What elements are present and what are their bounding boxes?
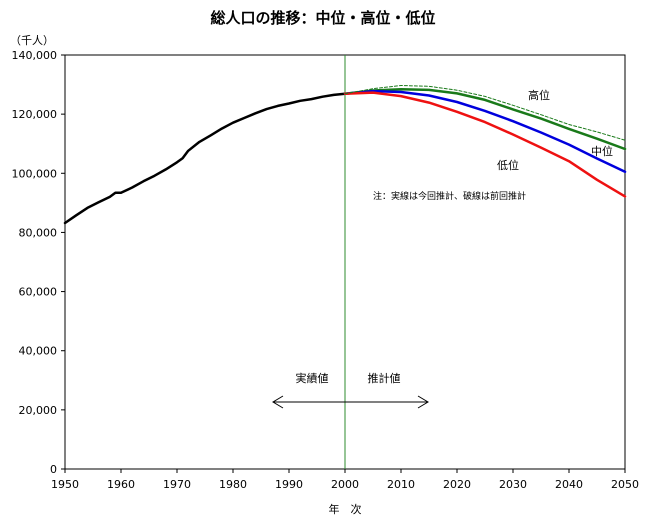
projected-label: 推計値 <box>368 371 401 385</box>
y-tick-label: 0 <box>50 463 57 476</box>
y-tick-label: 120,000 <box>12 108 58 121</box>
y-tick-label: 100,000 <box>12 167 58 180</box>
y-tick-label: 140,000 <box>12 49 58 62</box>
x-tick-label: 2000 <box>331 478 359 491</box>
chart-note: 注：実線は今回推計、破線は前回推計 <box>373 190 526 202</box>
series-group <box>63 85 627 225</box>
series-label-high: 高位 <box>528 88 550 102</box>
y-tick-label: 40,000 <box>19 345 58 358</box>
x-axis-label: 年 次 <box>329 502 362 516</box>
x-tick-label: 2040 <box>555 478 583 491</box>
y-axis: 0 20,000 40,000 60,000 80,000 100,000 120,000 1… <box>12 49 65 476</box>
series-label-medium: 中位 <box>591 144 613 158</box>
series-line-medium <box>343 89 627 174</box>
series-line-previous <box>344 85 626 141</box>
x-tick-label: 1980 <box>219 478 247 491</box>
plot-area <box>64 54 626 470</box>
x-tick-label: 2050 <box>611 478 639 491</box>
x-tick-label: 1960 <box>107 478 135 491</box>
x-tick-label: 1950 <box>51 478 79 491</box>
x-tick-label: 1990 <box>275 478 303 491</box>
x-tick-label: 1970 <box>163 478 191 491</box>
x-tick-label: 2020 <box>443 478 471 491</box>
y-tick-label: 60,000 <box>19 286 58 299</box>
actual-label: 実績値 <box>296 371 329 385</box>
y-tick-label: 80,000 <box>19 226 58 239</box>
series-label-low: 低位 <box>497 158 519 172</box>
y-axis-label: （千人） <box>10 34 54 47</box>
x-tick-label: 2010 <box>387 478 415 491</box>
series-line-low <box>343 91 627 198</box>
x-axis: 1950 1960 1970 1980 1990 2000 2010 2020 2030 2040… <box>51 469 639 491</box>
range-arrow <box>272 395 429 409</box>
x-tick-label: 2030 <box>499 478 527 491</box>
y-tick-label: 20,000 <box>19 404 58 417</box>
chart-title: 総人口の推移：中位・高位・低位 <box>210 9 435 27</box>
series-line-high <box>343 88 627 151</box>
series-line-actual <box>63 92 347 225</box>
